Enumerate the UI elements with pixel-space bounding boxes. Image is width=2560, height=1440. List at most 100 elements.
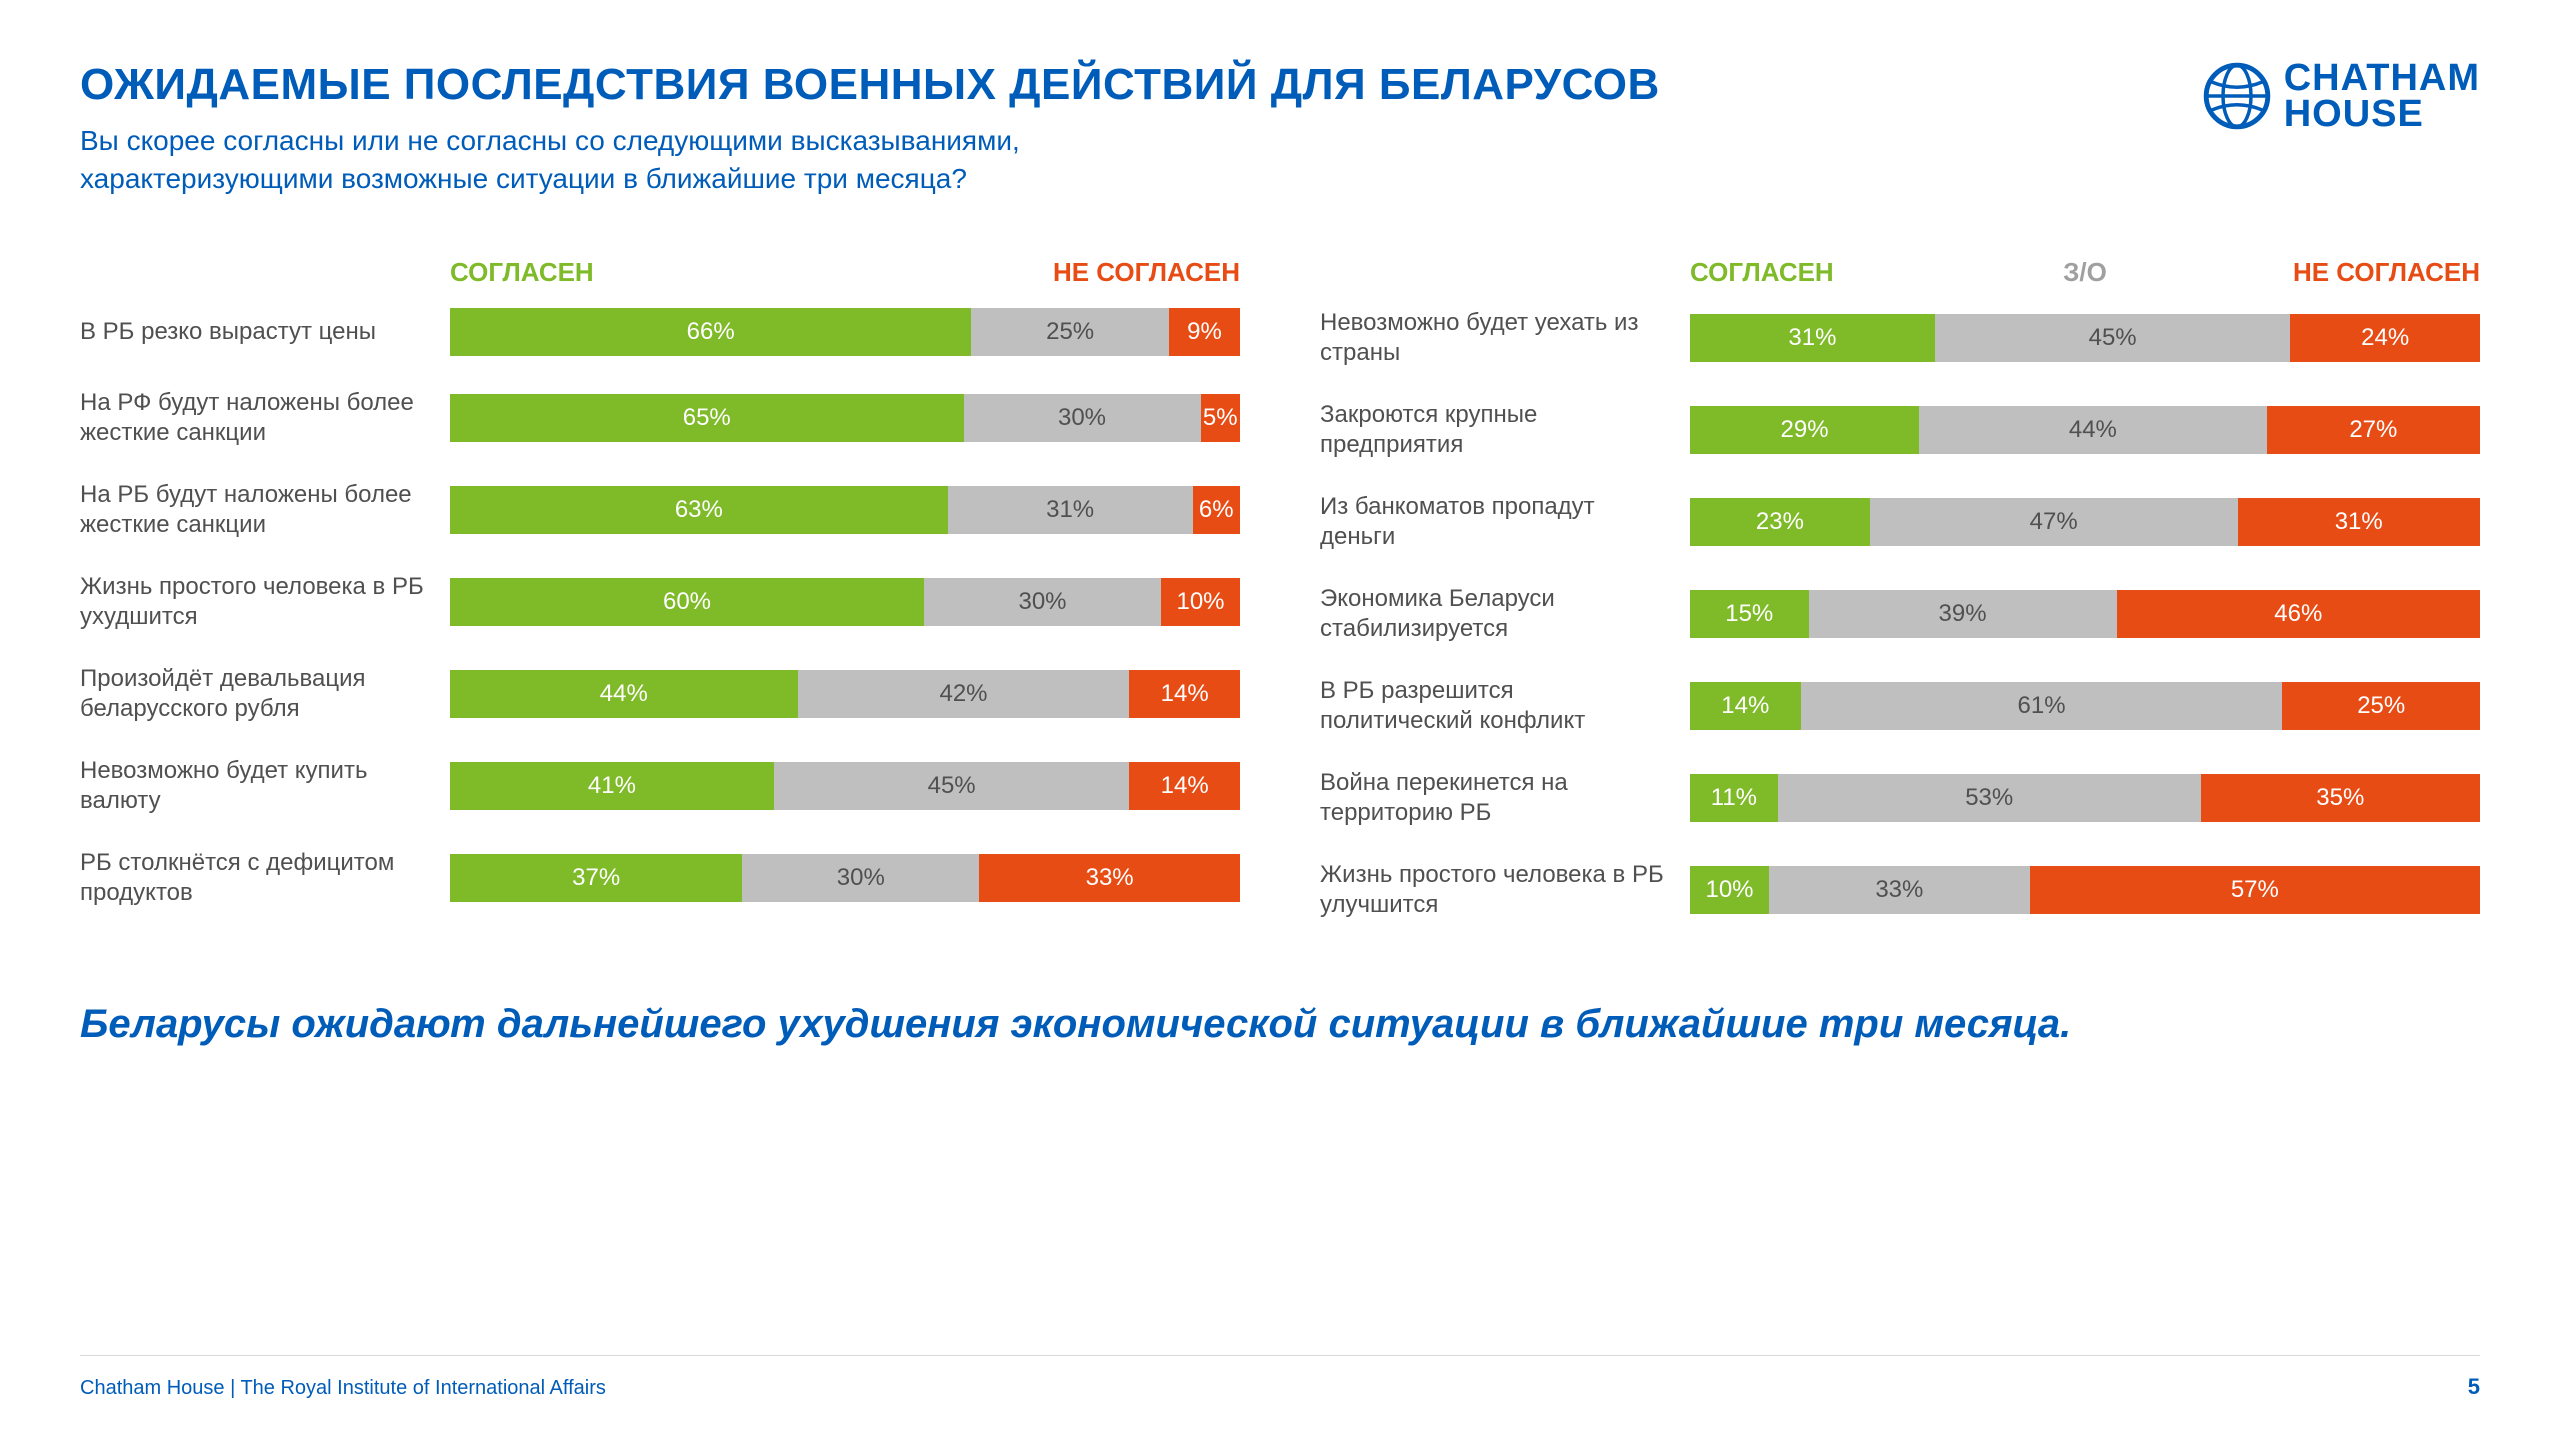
legend-neutral: З/О <box>2063 257 2107 288</box>
bar-label: На РБ будут наложены более жесткие санкц… <box>80 480 450 540</box>
bar-label: Закроются крупные предприятия <box>1320 400 1690 460</box>
seg-neutral: 47% <box>1870 498 2238 546</box>
seg-agree: 29% <box>1690 406 1919 454</box>
seg-neutral: 44% <box>1919 406 2267 454</box>
legend-disagree: НЕ СОГЛАСЕН <box>2293 257 2480 288</box>
right-chart: СОГЛАСЕН З/О НЕ СОГЛАСЕН Невозможно будет у… <box>1320 248 2480 952</box>
bar-row: Невозможно будет купить валюту41%45%14% <box>80 756 1240 816</box>
bar-stack: 29%44%27% <box>1690 406 2480 454</box>
seg-neutral: 45% <box>1935 314 2291 362</box>
bar-row: На РБ будут наложены более жесткие санкц… <box>80 480 1240 540</box>
seg-agree: 65% <box>450 394 964 442</box>
seg-neutral: 45% <box>774 762 1130 810</box>
page-subtitle: Вы скорее согласны или не согласны со сл… <box>80 122 2202 198</box>
seg-disagree: 27% <box>2267 406 2480 454</box>
header-text: ОЖИДАЕМЫЕ ПОСЛЕДСТВИЯ ВОЕННЫХ ДЕЙСТВИЙ Д… <box>80 60 2202 198</box>
seg-disagree: 46% <box>2117 590 2480 638</box>
bar-label: Невозможно будет купить валюту <box>80 756 450 816</box>
conclusion-text: Беларусы ожидают дальнейшего ухудшения э… <box>80 1002 2480 1047</box>
chart-columns: СОГЛАСЕН НЕ СОГЛАСЕН В РБ резко вырастут ц… <box>80 248 2480 952</box>
footer-text: Chatham House | The Royal Institute of I… <box>80 1377 606 1400</box>
bar-stack: 65%30%5% <box>450 394 1240 442</box>
bar-stack: 11%53%35% <box>1690 774 2480 822</box>
seg-agree: 60% <box>450 578 924 626</box>
seg-disagree: 5% <box>1201 394 1241 442</box>
bar-stack: 10%33%57% <box>1690 866 2480 914</box>
footer: Chatham House | The Royal Institute of I… <box>80 1355 2480 1400</box>
bar-row: Война перекинется на территорию РБ11%53%… <box>1320 768 2480 828</box>
bar-stack: 31%45%24% <box>1690 314 2480 362</box>
left-chart: СОГЛАСЕН НЕ СОГЛАСЕН В РБ резко вырастут ц… <box>80 248 1240 952</box>
bar-row: Жизнь простого человека в РБ улучшится10… <box>1320 860 2480 920</box>
seg-agree: 10% <box>1690 866 1769 914</box>
bar-label: Война перекинется на территорию РБ <box>1320 768 1690 828</box>
legend-row: СОГЛАСЕН НЕ СОГЛАСЕН <box>80 248 1240 288</box>
bar-label: РБ столкнётся с дефицитом продуктов <box>80 848 450 908</box>
seg-neutral: 33% <box>1769 866 2030 914</box>
bar-row: РБ столкнётся с дефицитом продуктов37%30… <box>80 848 1240 908</box>
seg-disagree: 57% <box>2030 866 2480 914</box>
bar-stack: 37%30%33% <box>450 854 1240 902</box>
bar-label: Жизнь простого человека в РБ ухудшится <box>80 572 450 632</box>
bar-stack: 60%30%10% <box>450 578 1240 626</box>
bar-label: В РБ разрешится политический конфликт <box>1320 676 1690 736</box>
bar-stack: 44%42%14% <box>450 670 1240 718</box>
seg-neutral: 61% <box>1801 682 2283 730</box>
seg-agree: 11% <box>1690 774 1778 822</box>
seg-agree: 31% <box>1690 314 1935 362</box>
header: ОЖИДАЕМЫЕ ПОСЛЕДСТВИЯ ВОЕННЫХ ДЕЙСТВИЙ Д… <box>80 60 2480 198</box>
seg-agree: 44% <box>450 670 798 718</box>
bar-label: Экономика Беларуси стабилизируется <box>1320 584 1690 644</box>
bar-stack: 23%47%31% <box>1690 498 2480 546</box>
seg-agree: 63% <box>450 486 948 534</box>
footer-page: 5 <box>2468 1374 2480 1400</box>
legend-agree: СОГЛАСЕН <box>1690 257 1834 288</box>
bar-stack: 41%45%14% <box>450 762 1240 810</box>
seg-agree: 66% <box>450 308 971 356</box>
logo-text: CHATHAMHOUSE <box>2284 60 2480 132</box>
bar-row: Произойдёт девальвация беларусского рубл… <box>80 664 1240 724</box>
seg-disagree: 10% <box>1161 578 1240 626</box>
seg-neutral: 39% <box>1809 590 2117 638</box>
seg-disagree: 14% <box>1129 670 1240 718</box>
bar-row: В РБ разрешится политический конфликт14%… <box>1320 676 2480 736</box>
bar-row: Закроются крупные предприятия29%44%27% <box>1320 400 2480 460</box>
seg-agree: 15% <box>1690 590 1809 638</box>
seg-disagree: 24% <box>2290 314 2480 362</box>
seg-disagree: 14% <box>1129 762 1240 810</box>
page-title: ОЖИДАЕМЫЕ ПОСЛЕДСТВИЯ ВОЕННЫХ ДЕЙСТВИЙ Д… <box>80 60 2202 110</box>
bar-row: На РФ будут наложены более жесткие санкц… <box>80 388 1240 448</box>
seg-neutral: 53% <box>1778 774 2201 822</box>
legend-disagree: НЕ СОГЛАСЕН <box>1053 257 1240 288</box>
bar-row: Экономика Беларуси стабилизируется15%39%… <box>1320 584 2480 644</box>
bar-stack: 14%61%25% <box>1690 682 2480 730</box>
bar-label: В РБ резко вырастут цены <box>80 317 450 347</box>
seg-neutral: 42% <box>798 670 1130 718</box>
bar-stack: 15%39%46% <box>1690 590 2480 638</box>
globe-icon <box>2202 61 2272 131</box>
seg-disagree: 9% <box>1169 308 1240 356</box>
logo: CHATHAMHOUSE <box>2202 60 2480 132</box>
bar-label: Жизнь простого человека в РБ улучшится <box>1320 860 1690 920</box>
bar-stack: 66%25%9% <box>450 308 1240 356</box>
seg-disagree: 25% <box>2282 682 2480 730</box>
bar-row: В РБ резко вырастут цены66%25%9% <box>80 308 1240 356</box>
seg-agree: 23% <box>1690 498 1870 546</box>
legend-row: СОГЛАСЕН З/О НЕ СОГЛАСЕН <box>1320 248 2480 288</box>
bar-label: На РФ будут наложены более жесткие санкц… <box>80 388 450 448</box>
seg-disagree: 31% <box>2238 498 2480 546</box>
bar-row: Невозможно будет уехать из страны31%45%2… <box>1320 308 2480 368</box>
seg-agree: 37% <box>450 854 742 902</box>
bar-label: Невозможно будет уехать из страны <box>1320 308 1690 368</box>
legend-agree: СОГЛАСЕН <box>450 257 594 288</box>
seg-neutral: 30% <box>742 854 979 902</box>
seg-disagree: 35% <box>2201 774 2480 822</box>
seg-neutral: 31% <box>948 486 1193 534</box>
seg-agree: 14% <box>1690 682 1801 730</box>
bar-label: Из банкоматов пропадут деньги <box>1320 492 1690 552</box>
seg-disagree: 6% <box>1193 486 1240 534</box>
seg-neutral: 30% <box>924 578 1161 626</box>
seg-agree: 41% <box>450 762 774 810</box>
seg-neutral: 25% <box>971 308 1169 356</box>
bar-row: Жизнь простого человека в РБ ухудшится60… <box>80 572 1240 632</box>
